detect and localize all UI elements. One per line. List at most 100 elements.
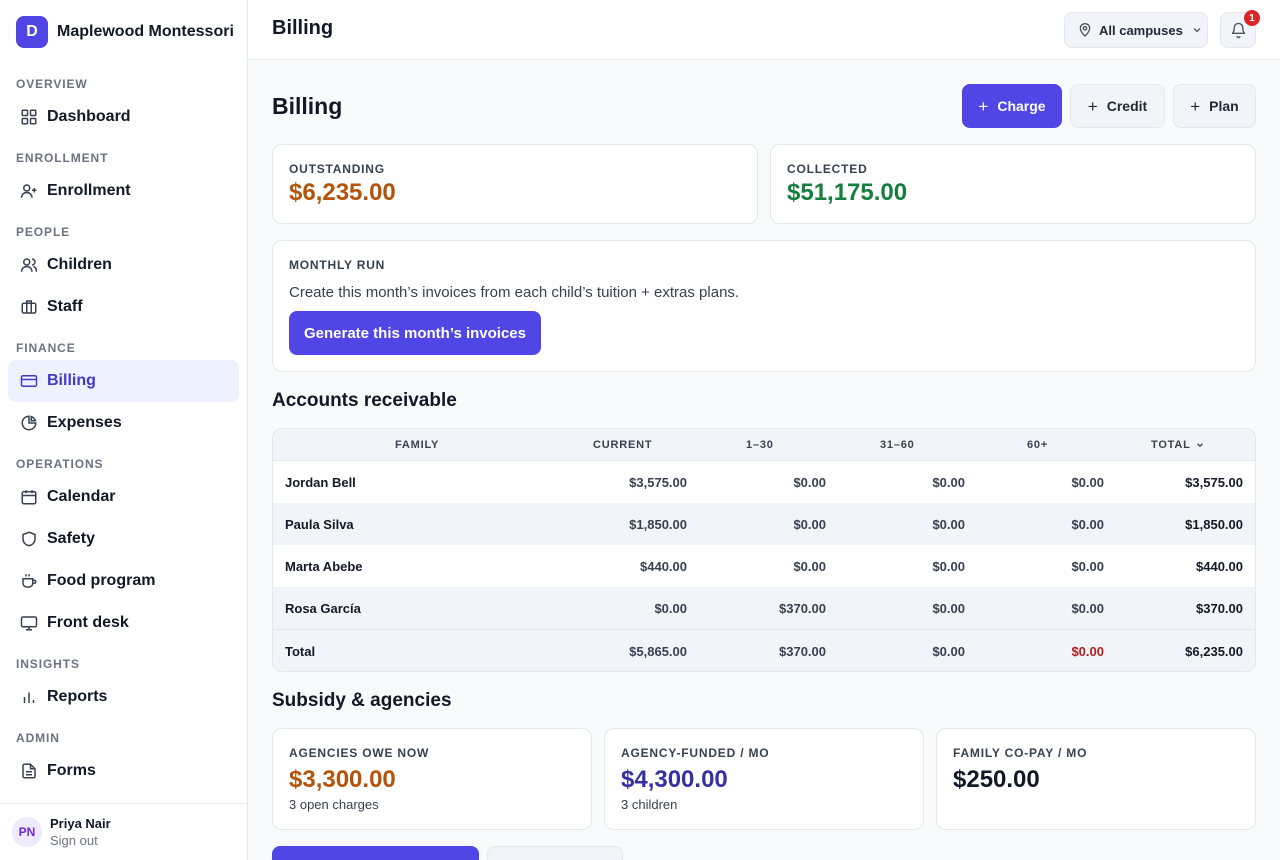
cell-1-30: $0.00 (793, 475, 826, 490)
sidebar-item-food-program[interactable]: Food program (8, 560, 239, 602)
collected-card: COLLECTED $51,175.00 (770, 144, 1256, 224)
collected-label: COLLECTED (787, 162, 868, 176)
briefcase-icon (20, 298, 38, 316)
cell-current: $440.00 (640, 559, 687, 574)
nav-section-enrollment: ENROLLMENT (16, 151, 109, 165)
add-plan-button[interactable]: + Plan (1173, 84, 1256, 128)
cell-60-plus: $0.00 (1071, 644, 1104, 659)
table-row[interactable]: Paula Silva $1,850.00 $0.00 $0.00 $0.00 … (273, 503, 1255, 545)
cell-1-30: $0.00 (793, 559, 826, 574)
sidebar-item-safety[interactable]: Safety (8, 518, 239, 560)
family-copay-label: FAMILY CO-PAY / MO (953, 746, 1088, 760)
user-footer: PN Priya Nair Sign out (0, 803, 247, 860)
sidebar-item-label: Billing (47, 372, 96, 389)
plus-icon: + (978, 96, 989, 116)
nav-section-overview: OVERVIEW (16, 77, 88, 91)
cell-family: Jordan Bell (285, 475, 356, 490)
sidebar-item-label: Staff (47, 298, 83, 315)
sidebar-item-label: Forms (47, 762, 96, 779)
table-row[interactable]: Rosa García $0.00 $370.00 $0.00 $0.00 $3… (273, 587, 1255, 629)
sidebar-item-label: Front desk (47, 614, 129, 631)
column-header-31-60[interactable]: 31–60 (880, 439, 915, 451)
cell-31-60: $0.00 (932, 601, 965, 616)
sidebar-item-label: Children (47, 256, 112, 273)
page-title: Billing (272, 93, 343, 119)
column-header-family[interactable]: FAMILY (395, 439, 440, 451)
subsidy-secondary-button[interactable] (487, 846, 623, 860)
campus-selector[interactable]: All campuses (1064, 12, 1208, 48)
sidebar-item-expenses[interactable]: Expenses (8, 402, 239, 444)
agency-funded-card: AGENCY-FUNDED / MO $4,300.00 3 children (604, 728, 924, 830)
campus-selector-label: All campuses (1099, 22, 1183, 38)
generate-invoices-button[interactable]: Generate this month’s invoices (289, 311, 541, 355)
brand[interactable]: D Maplewood Montessori (16, 16, 234, 48)
calendar-icon (20, 488, 38, 506)
file-text-icon (20, 762, 38, 780)
cell-60-plus: $0.00 (1071, 601, 1104, 616)
sidebar-item-staff[interactable]: Staff (8, 286, 239, 328)
table-row[interactable]: Marta Abebe $440.00 $0.00 $0.00 $0.00 $4… (273, 545, 1255, 587)
coffee-icon (20, 572, 38, 590)
sidebar-item-label: Expenses (47, 414, 122, 431)
monthly-run-label: MONTHLY RUN (289, 258, 386, 272)
cell-31-60: $0.00 (932, 644, 965, 659)
column-header-60-plus[interactable]: 60+ (1027, 439, 1049, 451)
cell-31-60: $0.00 (932, 559, 965, 574)
credit-card-icon (20, 372, 38, 390)
column-header-total[interactable]: TOTAL (1151, 439, 1205, 451)
sidebar-item-label: Safety (47, 530, 96, 547)
subsidy-primary-button[interactable] (272, 846, 479, 860)
cell-current: $5,865.00 (629, 644, 687, 659)
collected-value: $51,175.00 (787, 179, 908, 206)
agencies-owe-label: AGENCIES OWE NOW (289, 746, 430, 760)
cell-family: Total (285, 644, 316, 659)
sidebar-item-dashboard[interactable]: Dashboard (8, 96, 239, 138)
cell-1-30: $0.00 (793, 517, 826, 532)
family-copay-card: FAMILY CO-PAY / MO $250.00 (936, 728, 1256, 830)
agency-funded-sub: 3 children (621, 797, 678, 812)
column-header-current[interactable]: CURRENT (593, 439, 653, 451)
sidebar-item-forms[interactable]: Forms (8, 750, 239, 792)
monthly-run-card: MONTHLY RUN Create this month’s invoices… (272, 240, 1256, 372)
sort-desc-icon (1195, 440, 1205, 450)
table-row[interactable]: Jordan Bell $3,575.00 $0.00 $0.00 $0.00 … (273, 461, 1255, 503)
outstanding-value: $6,235.00 (289, 179, 396, 206)
add-credit-label: Credit (1106, 98, 1148, 114)
sign-out-link[interactable]: Sign out (50, 833, 98, 848)
agencies-owe-sub: 3 open charges (289, 797, 379, 812)
sidebar-item-reports[interactable]: Reports (8, 676, 239, 718)
accounts-receivable-table: FAMILY CURRENT 1–30 31–60 60+ TOTAL Jord… (272, 428, 1256, 672)
sidebar-item-calendar[interactable]: Calendar (8, 476, 239, 518)
sidebar-item-billing[interactable]: Billing (8, 360, 239, 402)
users-icon (20, 256, 38, 274)
cell-total: $6,235.00 (1185, 644, 1243, 659)
add-plan-label: Plan (1209, 98, 1239, 114)
sidebar-item-front-desk[interactable]: Front desk (8, 602, 239, 644)
add-charge-label: Charge (997, 98, 1046, 114)
user-plus-icon (20, 182, 38, 200)
add-credit-button[interactable]: + Credit (1070, 84, 1165, 128)
topbar-title: Billing (272, 17, 334, 39)
agency-funded-label: AGENCY-FUNDED / MO (621, 746, 770, 760)
brand-logo: D (16, 16, 48, 48)
sidebar-item-enrollment[interactable]: Enrollment (8, 170, 239, 212)
agency-funded-value: $4,300.00 (621, 766, 728, 793)
sidebar-item-children[interactable]: Children (8, 244, 239, 286)
chevron-down-icon (1191, 24, 1203, 36)
cell-current: $0.00 (654, 601, 687, 616)
cell-current: $3,575.00 (629, 475, 687, 490)
sidebar: D Maplewood Montessori OVERVIEW Dashboar… (0, 0, 248, 860)
add-charge-button[interactable]: + Charge (962, 84, 1062, 128)
cell-1-30: $370.00 (779, 601, 826, 616)
sidebar-item-label: Reports (47, 688, 108, 705)
nav-section-admin: ADMIN (16, 731, 60, 745)
topbar: Billing All campuses 1 (248, 0, 1280, 60)
column-header-1-30[interactable]: 1–30 (746, 439, 774, 451)
agencies-owe-value: $3,300.00 (289, 766, 396, 793)
monthly-run-description: Create this month’s invoices from each c… (289, 284, 740, 301)
notifications-button[interactable]: 1 (1220, 10, 1260, 48)
monitor-icon (20, 614, 38, 632)
nav-section-finance: FINANCE (16, 341, 76, 355)
nav-section-insights: INSIGHTS (16, 657, 80, 671)
cell-total: $440.00 (1196, 559, 1243, 574)
